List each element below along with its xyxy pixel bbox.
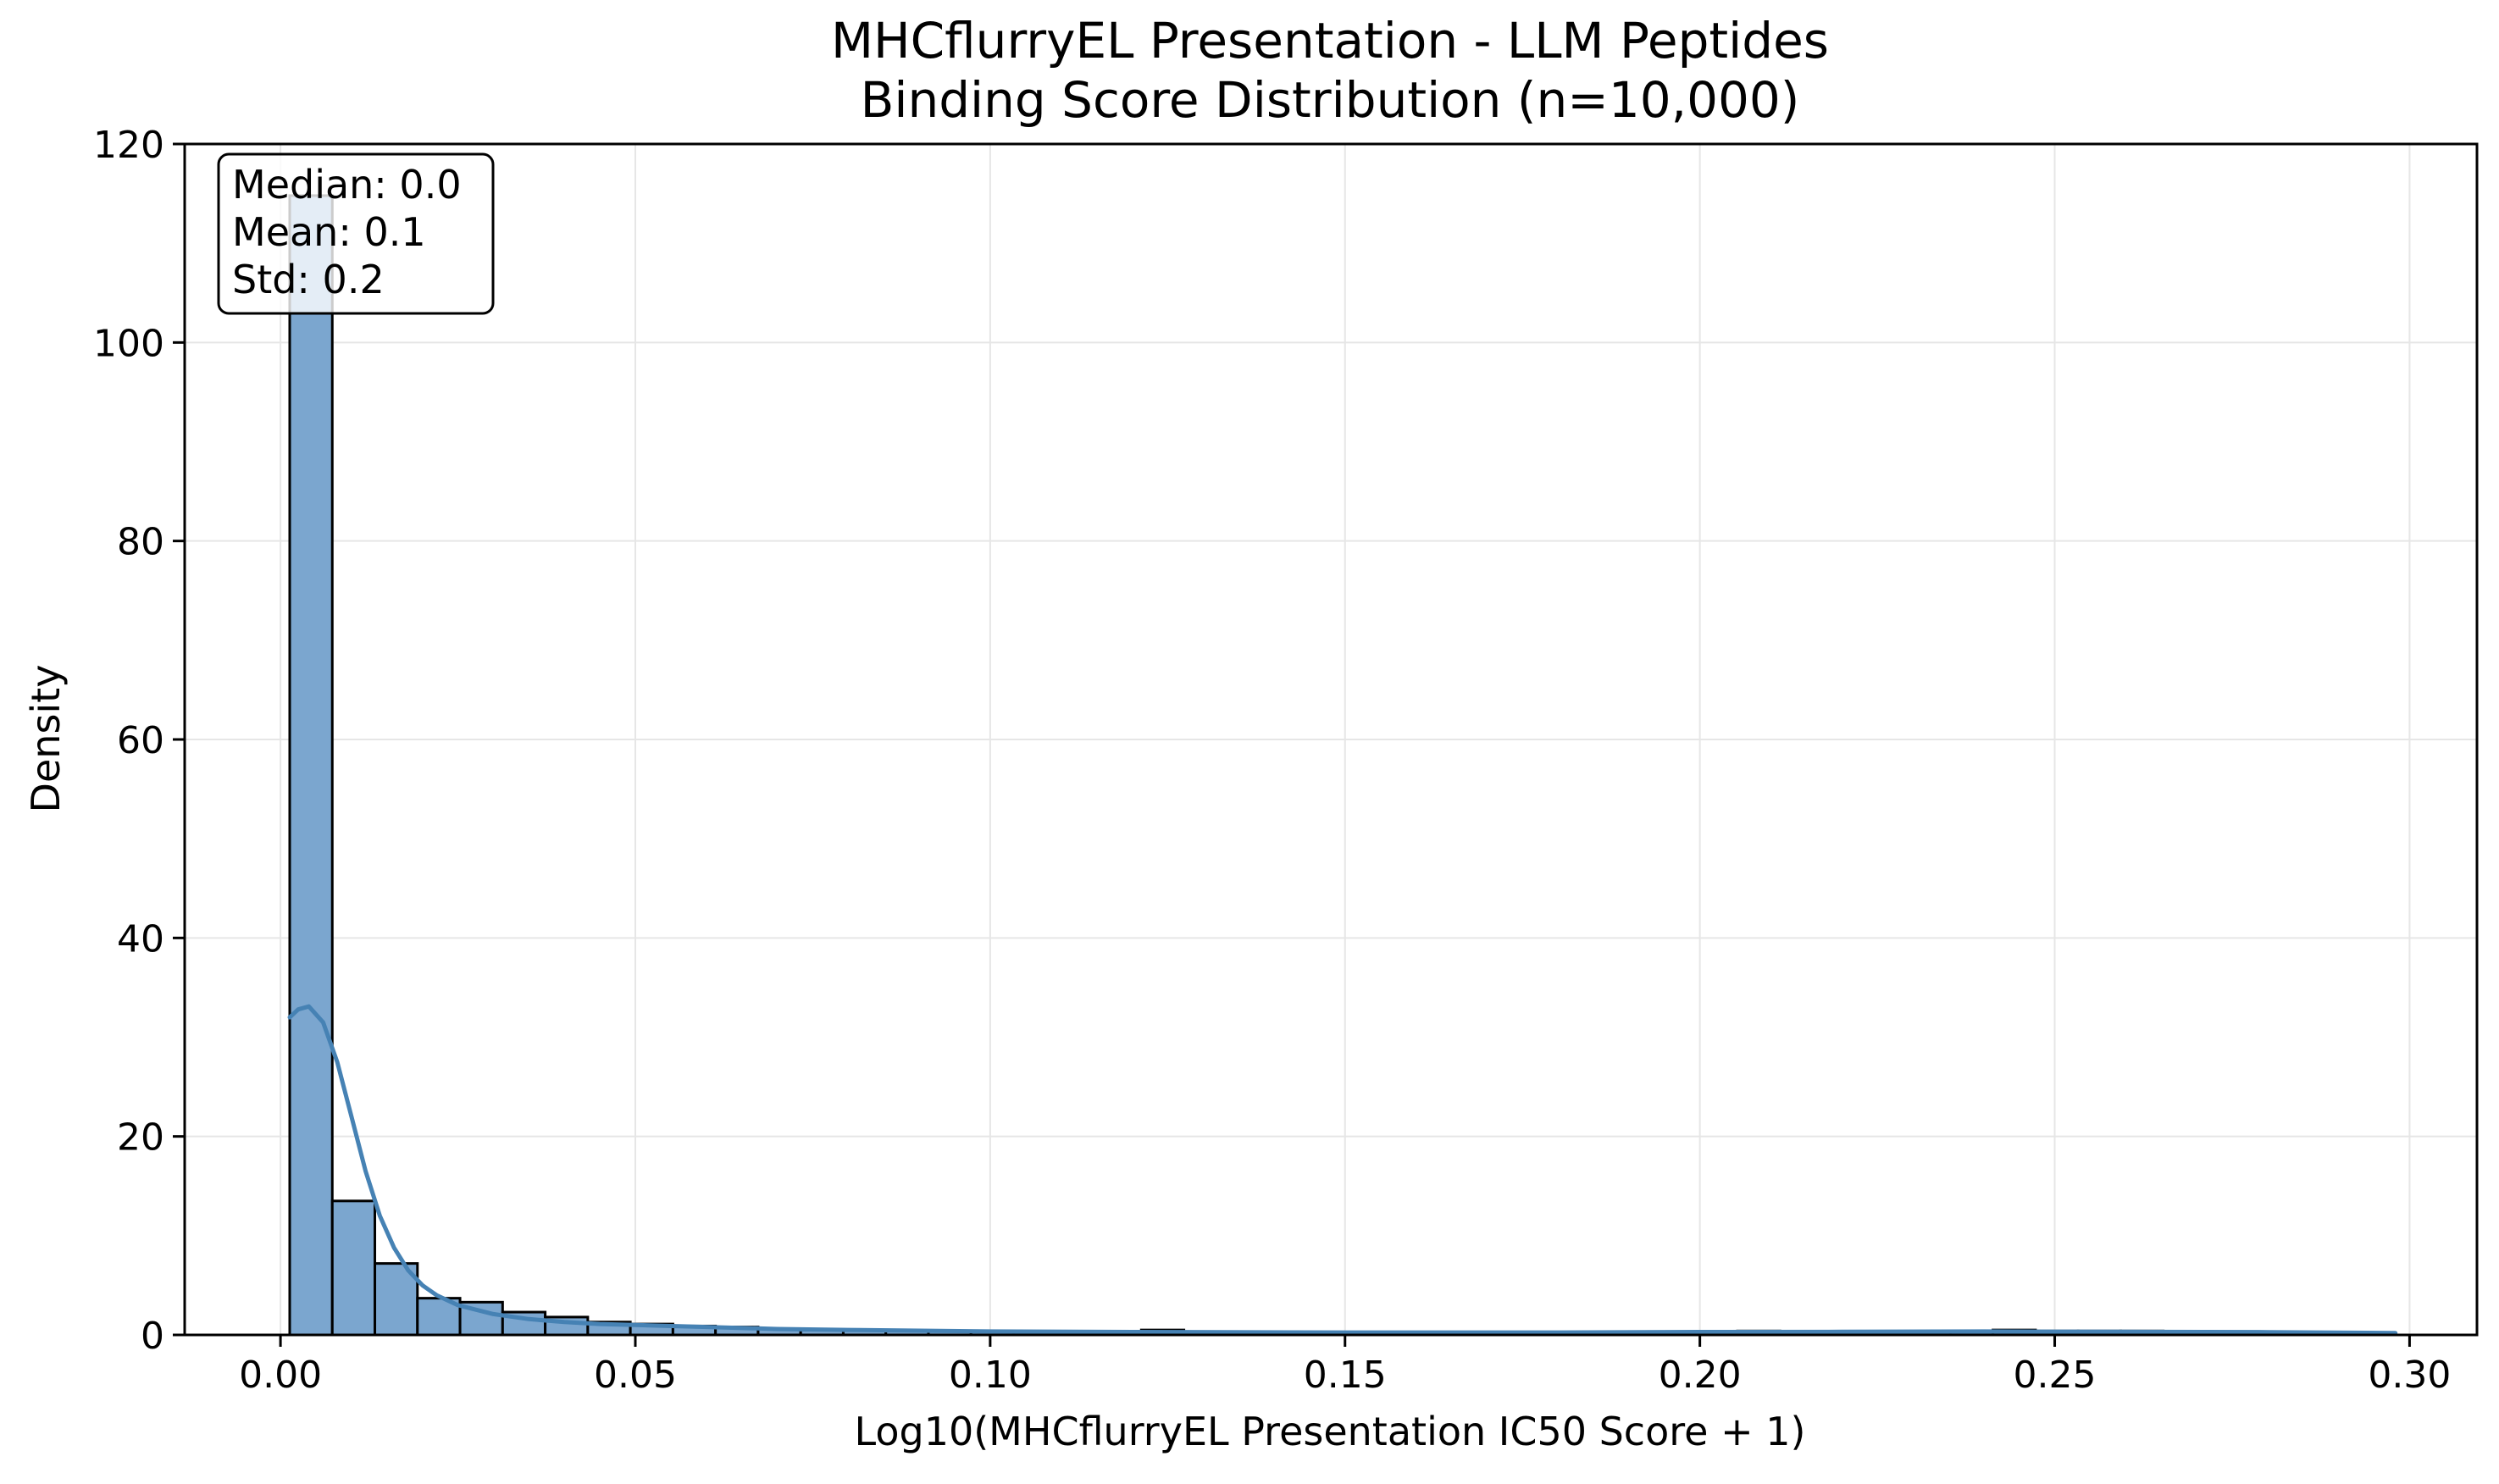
x-tick-label-1: 0.05 <box>594 1354 677 1397</box>
stats-box-frame <box>217 152 495 315</box>
x-tick-label-6: 0.30 <box>2368 1354 2451 1397</box>
x-tick-label-0: 0.00 <box>239 1354 322 1397</box>
y-tick-label-5: 100 <box>93 322 164 365</box>
x-axis-label: Log10(MHCflurryEL Presentation IC50 Scor… <box>855 1409 1806 1454</box>
x-tick-label-5: 0.25 <box>2014 1354 2097 1397</box>
histogram-bar-2 <box>374 1262 419 1337</box>
x-tick-label-4: 0.20 <box>1659 1354 1742 1397</box>
y-tick-label-6: 120 <box>93 124 164 167</box>
y-tick-label-3: 60 <box>117 719 164 762</box>
kde-line <box>287 1004 2398 1336</box>
chart-subtitle: Binding Score Distribution (n=10,000) <box>861 71 1800 129</box>
stats-annotation-box: Median: 0.0 Mean: 0.1 Std: 0.2 <box>217 152 495 315</box>
histogram-bar-0 <box>288 194 334 1337</box>
x-tick-label-3: 0.15 <box>1304 1354 1387 1397</box>
x-tick-label-2: 0.10 <box>949 1354 1032 1397</box>
histogram-bar-1 <box>330 1199 377 1337</box>
axes <box>173 142 2479 1347</box>
y-axis-label: Density <box>23 665 69 813</box>
kde-curve <box>287 1004 2398 1336</box>
y-tick-label-1: 20 <box>117 1116 164 1160</box>
chart-title: MHCflurryEL Presentation - LLM Peptides <box>831 12 1829 69</box>
stats-median: Median: 0.0 <box>232 162 462 208</box>
tick-labels: 0.00 0.05 0.10 0.15 0.20 0.25 0.30 0 20 40 60 80 100… <box>93 124 2451 1397</box>
y-tick-label-2: 40 <box>117 917 164 961</box>
y-tick-label-0: 0 <box>141 1315 164 1358</box>
stats-mean: Mean: 0.1 <box>232 209 426 255</box>
y-tick-label-4: 80 <box>117 521 164 564</box>
stats-std: Std: 0.2 <box>232 257 385 302</box>
